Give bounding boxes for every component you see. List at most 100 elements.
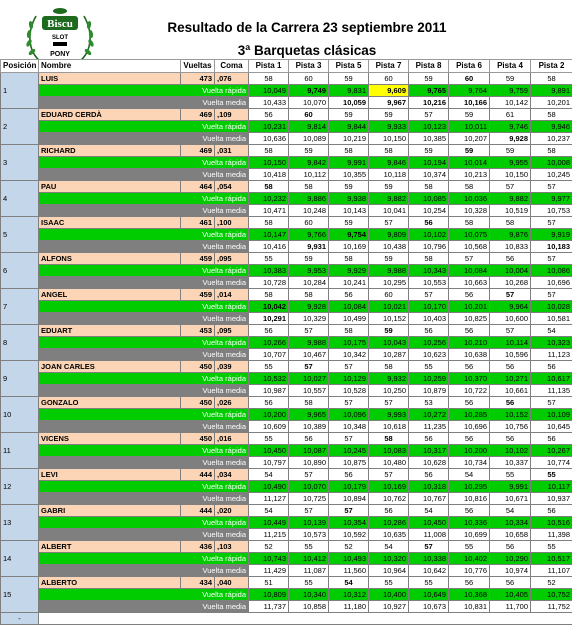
fast-lap-time: 10,123 <box>408 120 449 133</box>
track-laps: 57 <box>288 468 329 481</box>
average-lap-label: Vuelta media <box>38 384 249 397</box>
average-lap-time: 11,123 <box>530 348 572 361</box>
average-lap-time: 10,568 <box>448 240 490 253</box>
average-lap-time: 10,707 <box>248 348 289 361</box>
average-lap-time: 10,528 <box>328 384 369 397</box>
fast-lap-time: 10,809 <box>248 588 289 601</box>
average-lap-time: 10,816 <box>448 492 490 505</box>
average-lap-time: 11,008 <box>408 528 449 541</box>
average-lap-time: 10,600 <box>489 312 531 325</box>
average-lap-time: 10,831 <box>448 600 490 613</box>
fast-lap-time: 10,412 <box>288 552 329 565</box>
fast-lap-time: 10,011 <box>448 120 490 133</box>
end-row: - <box>0 612 572 625</box>
fast-lap-time: 9,759 <box>489 84 531 97</box>
track-laps: 56 <box>328 468 369 481</box>
track-laps: 59 <box>328 180 369 193</box>
track-laps: 56 <box>489 360 531 373</box>
fast-lap-time: 10,139 <box>288 516 329 529</box>
track-laps: 56 <box>448 396 490 409</box>
race-category: 3ª Barquetas clásicas <box>237 43 377 58</box>
racer-name: PAU <box>38 180 181 193</box>
average-lap-time: 10,166 <box>448 96 490 109</box>
average-lap-time: 10,519 <box>489 204 531 217</box>
track-laps: 55 <box>288 576 329 589</box>
fast-lap-time: 10,450 <box>408 516 449 529</box>
track-laps: 55 <box>408 360 449 373</box>
fast-lap-time: 9,749 <box>288 84 329 97</box>
fast-lap-row: Vuelta rápida 10,532 10,027 10,129 9,932 10,2… <box>1 372 572 385</box>
average-lap-time: 10,150 <box>489 168 531 181</box>
fast-lap-row: Vuelta rápida 10,200 9,965 10,096 9,993 10,27… <box>1 408 572 421</box>
fast-lap-time: 10,179 <box>328 480 369 493</box>
average-lap-time: 10,696 <box>448 420 490 433</box>
fast-lap-time: 10,170 <box>408 300 449 313</box>
average-lap-time: 10,328 <box>448 204 490 217</box>
average-lap-time: 10,937 <box>530 492 572 505</box>
average-lap-label: Vuelta media <box>38 492 249 505</box>
track-laps: 57 <box>328 432 369 445</box>
average-lap-time: 10,152 <box>368 312 409 325</box>
fast-lap-time: 10,028 <box>530 300 572 313</box>
fast-lap-row: Vuelta rápida 10,383 9,953 9,929 9,988 10,343… <box>1 264 572 277</box>
fast-lap-time: 10,343 <box>408 264 449 277</box>
average-lap-time: 10,216 <box>408 96 449 109</box>
fast-lap-time: 9,964 <box>489 300 531 313</box>
average-lap-time: 10,355 <box>328 168 369 181</box>
fast-lap-time: 9,991 <box>489 480 531 493</box>
track-laps: 57 <box>368 396 409 409</box>
track-laps: 52 <box>328 540 369 553</box>
racer-row: 11 VICENS 450,016 55 56 57 58 56 56 56 56 <box>0 432 572 469</box>
track-laps: 60 <box>288 216 329 229</box>
average-lap-time: 10,499 <box>328 312 369 325</box>
lap-fraction: ,034 <box>214 468 249 481</box>
fast-lap-time: 10,449 <box>248 516 289 529</box>
header-pista: Pista 6 <box>448 59 490 73</box>
average-lap-row: Vuelta media 10,471 10,248 10,143 10,041 10,2… <box>1 204 572 217</box>
fast-lap-time: 10,169 <box>368 480 409 493</box>
fast-lap-row: Vuelta rápida 10,232 9,886 9,938 9,882 10,085… <box>1 192 572 205</box>
header-pista: Pista 3 <box>288 59 329 73</box>
racer-name: RICHARD <box>38 144 181 157</box>
average-lap-time: 10,879 <box>408 384 449 397</box>
fast-lap-time: 10,340 <box>288 588 329 601</box>
fast-lap-time: 9,609 <box>368 84 409 97</box>
average-lap-label: Vuelta media <box>38 564 249 577</box>
track-laps: 55 <box>248 252 289 265</box>
fast-lap-time: 9,876 <box>489 228 531 241</box>
svg-text:PONY: PONY <box>50 51 70 58</box>
fast-lap-row: Vuelta rápida 10,266 9,988 10,175 10,043 10,2… <box>1 336 572 349</box>
track-laps: 57 <box>530 396 572 409</box>
track-laps: 58 <box>328 324 369 337</box>
track-laps: 56 <box>530 432 572 445</box>
fast-lap-time: 10,517 <box>530 552 572 565</box>
average-lap-time: 10,553 <box>408 276 449 289</box>
average-lap-time: 9,928 <box>489 132 531 145</box>
track-laps: 56 <box>489 432 531 445</box>
fast-lap-time: 9,846 <box>368 156 409 169</box>
average-lap-time: 10,628 <box>408 456 449 469</box>
lap-fraction: ,076 <box>214 72 249 85</box>
average-lap-time: 10,638 <box>448 348 490 361</box>
average-lap-time: 10,796 <box>408 240 449 253</box>
fast-lap-time: 10,175 <box>328 336 369 349</box>
end-blank <box>38 612 572 625</box>
average-lap-time: 10,183 <box>530 240 572 253</box>
total-laps: 434 <box>180 576 215 589</box>
fast-lap-time: 10,152 <box>489 408 531 421</box>
total-laps: 444 <box>180 504 215 517</box>
average-lap-time: 10,661 <box>489 384 531 397</box>
header-pista: Pista 5 <box>328 59 369 73</box>
track-laps: 55 <box>248 432 289 445</box>
average-lap-time: 10,287 <box>368 348 409 361</box>
fast-lap-time: 10,752 <box>530 588 572 601</box>
fast-lap-time: 9,991 <box>328 156 369 169</box>
average-lap-row: Vuelta media 11,737 10,858 11,180 10,927 10,6… <box>1 600 572 613</box>
fast-lap-time: 9,953 <box>288 264 329 277</box>
track-laps: 56 <box>448 504 490 517</box>
track-laps: 56 <box>448 360 490 373</box>
average-lap-label: Vuelta media <box>38 312 249 325</box>
fast-lap-time: 9,809 <box>368 228 409 241</box>
track-laps: 55 <box>368 576 409 589</box>
fast-lap-time: 10,318 <box>408 480 449 493</box>
